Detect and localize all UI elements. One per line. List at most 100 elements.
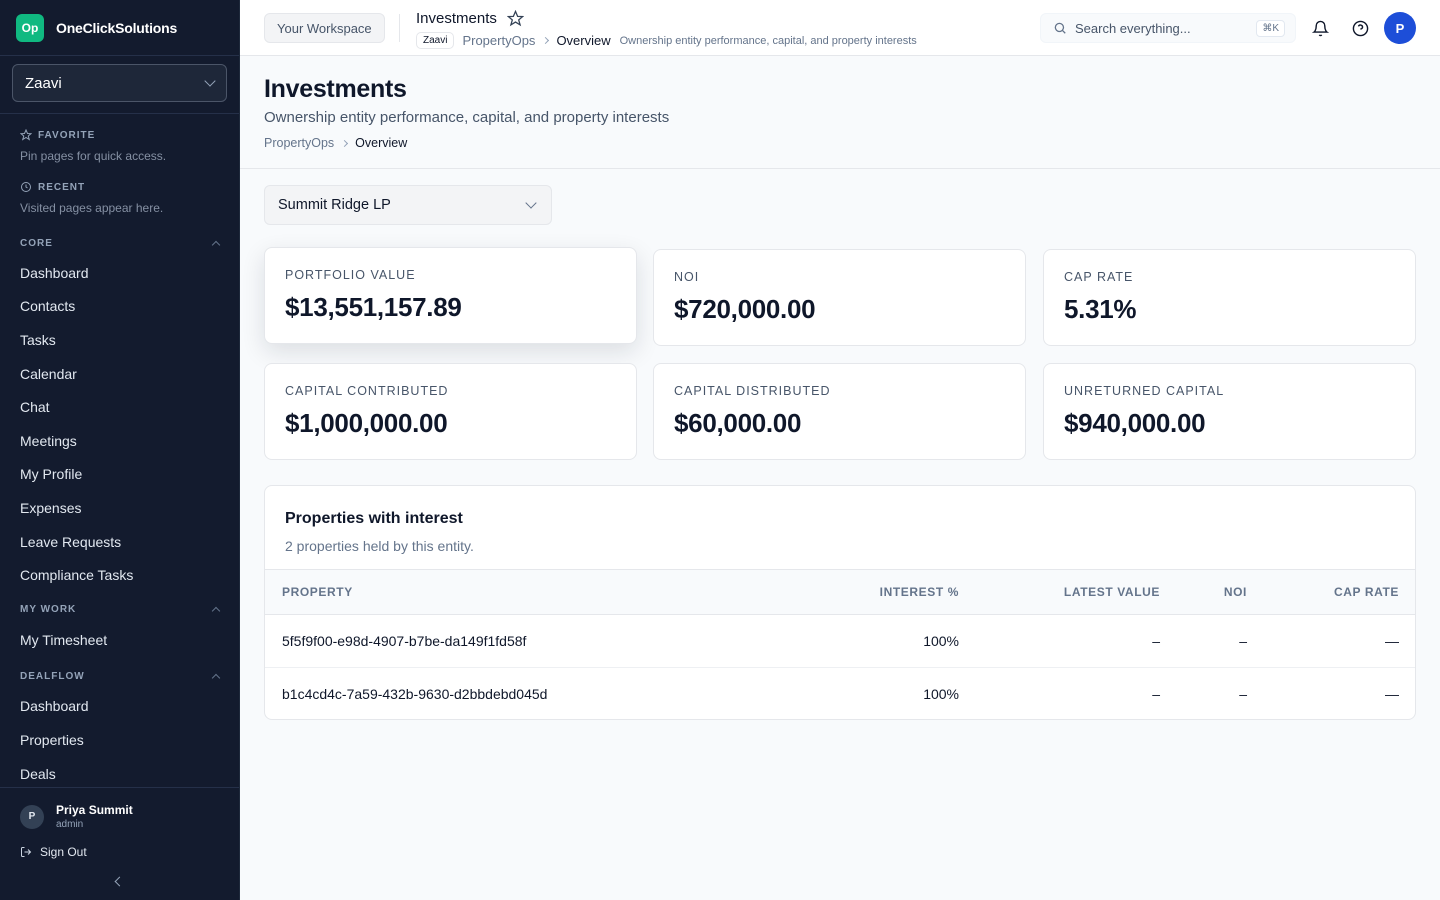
user-avatar-button[interactable]: P	[1384, 12, 1416, 44]
bell-icon	[1311, 20, 1329, 36]
collapse-sidebar-icon[interactable]	[114, 876, 125, 887]
noi-cell: –	[1239, 686, 1247, 703]
metric-label: UNRETURNED CAPITAL	[1064, 384, 1225, 398]
interest-cell: 100%	[825, 614, 959, 668]
favorite-section-header: FAVORITE	[0, 124, 239, 146]
sidebar-item-compliance-tasks[interactable]: Compliance Tasks	[20, 567, 134, 584]
my-work-section-header[interactable]: MY WORK	[0, 599, 239, 621]
sidebar-item-chat[interactable]: Chat	[20, 399, 50, 416]
star-icon	[20, 129, 32, 141]
breadcrumb-overview: Overview	[355, 136, 408, 150]
sidebar-item-dealflow-dashboard[interactable]: Dashboard	[20, 698, 89, 715]
interest-cell: 100%	[923, 686, 959, 703]
sidebar-item-expenses[interactable]: Expenses	[20, 499, 82, 516]
column-header-latest-value: LATEST VALUE	[959, 569, 1160, 615]
brand[interactable]: Op OneClickSolutions	[0, 0, 239, 56]
metric-card-cap-rate: CAP RATE 5.31%	[1043, 249, 1416, 346]
organization-select-value: Zaavi	[25, 74, 62, 92]
metric-label: PORTFOLIO VALUE	[285, 268, 416, 282]
metric-value: $1,000,000.00	[285, 408, 448, 438]
metric-label: NOI	[674, 270, 700, 284]
metric-value: $940,000.00	[1064, 408, 1206, 438]
properties-table: PROPERTY INTEREST % LATEST VALUE NOI CAP…	[265, 569, 1415, 720]
sidebar-item-calendar[interactable]: Calendar	[20, 365, 77, 382]
favorite-section-title: FAVORITE	[38, 129, 96, 141]
breadcrumb-propertyops[interactable]: PropertyOps	[264, 136, 335, 150]
breadcrumb: PropertyOps Overview	[264, 136, 407, 150]
topbar-title: Investments	[416, 10, 497, 27]
cap-rate-cell: —	[1385, 686, 1399, 703]
properties-card: Properties with interest 2 properties he…	[264, 485, 1416, 720]
page-header: Investments Ownership entity performance…	[240, 56, 1440, 169]
sidebar-item-deals[interactable]: Deals	[20, 765, 56, 782]
clock-icon	[21, 182, 31, 192]
noi-cell: –	[1160, 614, 1247, 668]
topbar-description: Ownership entity performance, capital, a…	[619, 34, 917, 47]
sidebar-item-tasks[interactable]: Tasks	[20, 331, 56, 348]
property-id-cell[interactable]: 5f5f9f00-e98d-4907-b7be-da149f1fd58f	[265, 614, 825, 668]
sign-out-label: Sign Out	[40, 845, 87, 859]
keyboard-shortcut: ⌘K	[1256, 19, 1285, 37]
notifications-button[interactable]	[1308, 16, 1332, 40]
properties-title: Properties with interest	[285, 510, 463, 527]
dealflow-section-header[interactable]: DEALFLOW	[0, 666, 239, 688]
metric-label: CAPITAL DISTRIBUTED	[674, 384, 831, 398]
chevron-right-icon	[542, 36, 550, 45]
metric-card-unreturned-capital: UNRETURNED CAPITAL $940,000.00	[1043, 363, 1416, 460]
chevron-up-icon	[211, 240, 221, 249]
sidebar: Op OneClickSolutions Zaavi FAVORITE Pin …	[0, 0, 240, 900]
user-profile[interactable]: P Priya Summit admin	[0, 788, 239, 830]
metric-value: $720,000.00	[674, 294, 816, 324]
chevron-up-icon	[211, 607, 221, 616]
workspace-button[interactable]: Your Workspace	[264, 13, 385, 43]
latest-value-cell: –	[1152, 686, 1160, 703]
user-role: admin	[56, 819, 84, 830]
metric-card-capital-contributed: CAPITAL CONTRIBUTED $1,000,000.00	[264, 363, 637, 460]
avatar: P	[20, 804, 44, 829]
table-row[interactable]: b1c4cd4c-7a59-432b-9630-d2bbdebd045d 100…	[265, 668, 1415, 720]
topbar-breadcrumb: Zaavi PropertyOps Overview Ownership ent…	[416, 32, 917, 49]
recent-hint: Visited pages appear here.	[20, 201, 164, 215]
sidebar-item-my-timesheet[interactable]: My Timesheet	[20, 631, 108, 648]
sidebar-item-contacts[interactable]: Contacts	[20, 298, 76, 315]
sidebar-item-my-profile[interactable]: My Profile	[20, 466, 83, 483]
help-circle-icon	[1352, 20, 1368, 36]
dealflow-section-title: DEALFLOW	[20, 671, 85, 683]
recent-section-title: RECENT	[38, 181, 86, 193]
latest-value-cell: –	[959, 614, 1160, 668]
metric-value: $13,551,157.89	[285, 292, 462, 322]
search-placeholder: Search everything...	[1075, 20, 1191, 36]
help-button[interactable]	[1348, 16, 1372, 40]
core-section-title: CORE	[20, 237, 53, 249]
entity-select[interactable]: Summit Ridge LP	[264, 185, 552, 225]
metric-value: $60,000.00	[674, 408, 802, 438]
topbar: Your Workspace Investments Zaavi Propert…	[240, 0, 1440, 56]
logout-icon	[21, 847, 32, 857]
metric-card-noi: NOI $720,000.00	[653, 249, 1026, 346]
sidebar-item-meetings[interactable]: Meetings	[20, 432, 77, 449]
my-work-section-title: MY WORK	[20, 604, 77, 616]
favorite-hint: Pin pages for quick access.	[20, 149, 167, 163]
metric-label: CAP RATE	[1064, 270, 1134, 284]
sidebar-item-leave-requests[interactable]: Leave Requests	[20, 533, 122, 550]
column-header-property: PROPERTY	[265, 569, 825, 615]
property-id-cell[interactable]: b1c4cd4c-7a59-432b-9630-d2bbdebd045d	[282, 686, 548, 703]
search-icon	[1054, 22, 1066, 34]
metric-value: 5.31%	[1064, 294, 1137, 324]
brand-logo: Op	[16, 13, 44, 42]
breadcrumb-propertyops[interactable]: PropertyOps	[462, 33, 536, 48]
sidebar-item-properties[interactable]: Properties	[20, 731, 84, 748]
star-icon[interactable]	[506, 10, 524, 27]
org-badge: Zaavi	[416, 32, 455, 49]
user-name: Priya Summit	[56, 803, 133, 817]
sign-out-button[interactable]: Sign Out	[0, 845, 239, 859]
column-header-cap-rate: CAP RATE	[1247, 569, 1415, 615]
table-row[interactable]: 5f5f9f00-e98d-4907-b7be-da149f1fd58f 100…	[265, 614, 1415, 668]
organization-select[interactable]: Zaavi	[12, 64, 227, 102]
core-section-header[interactable]: CORE	[0, 232, 239, 254]
search-input[interactable]: Search everything... ⌘K	[1040, 13, 1296, 43]
sidebar-item-dashboard[interactable]: Dashboard	[20, 264, 89, 281]
divider	[399, 14, 400, 42]
page-subtitle: Ownership entity performance, capital, a…	[264, 109, 670, 126]
column-header-interest: INTEREST %	[825, 569, 959, 615]
